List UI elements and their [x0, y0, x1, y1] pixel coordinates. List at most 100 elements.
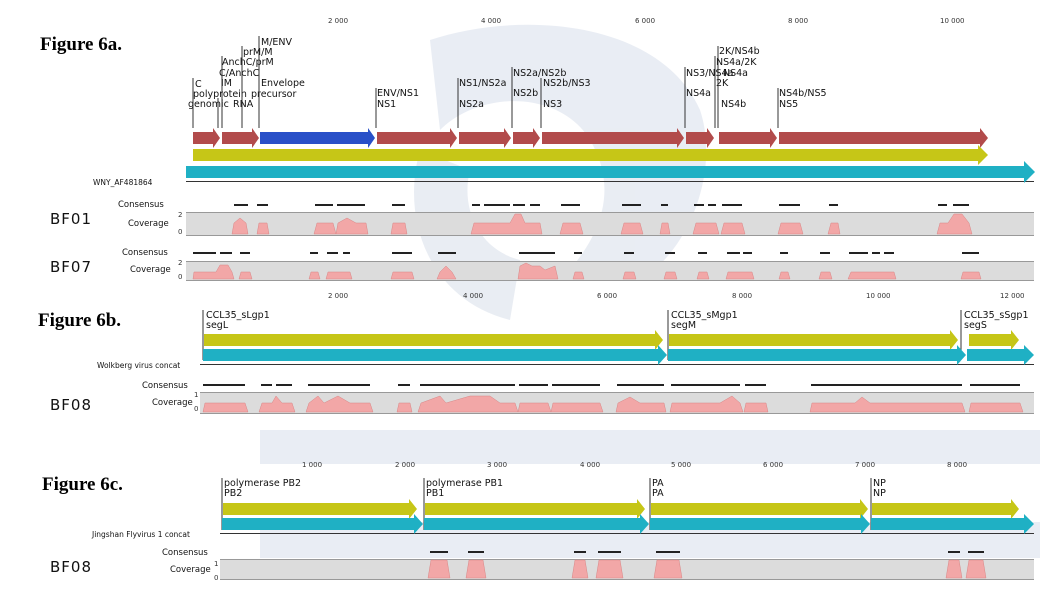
feature-label: NS3 — [543, 99, 563, 110]
segment-arrow-segm — [668, 345, 966, 365]
coverage-peak — [827, 222, 841, 235]
segment-arrow-segl — [203, 345, 667, 365]
coverage-peak — [335, 217, 369, 235]
fig6b-arrows — [203, 330, 1034, 365]
feature-label: AnchC/prM — [222, 57, 274, 68]
segment-arrow-np — [871, 514, 1034, 534]
fig6c-tick: 1 000 — [302, 461, 323, 469]
coverage-peak — [465, 559, 487, 579]
coverage-peak — [809, 396, 966, 413]
coverage-peak — [945, 559, 963, 579]
coverage-peak — [778, 271, 791, 280]
coverage-peak — [559, 222, 584, 235]
fig6b-tick: 6 000 — [597, 292, 618, 300]
feature-label: polymerase PB2 — [224, 478, 302, 489]
coverage-label: Coverage — [152, 398, 193, 408]
fig6a-tick: 8 000 — [788, 17, 809, 25]
polyprotein-arrow — [193, 145, 988, 165]
fig6c-arrows — [222, 499, 1034, 534]
coverage-peak — [620, 222, 644, 235]
feature-label: PA — [652, 478, 664, 489]
feature-label: NS2a/NS2b — [513, 68, 567, 79]
feature-arrow-segl-cds — [204, 330, 663, 350]
coverage-peak — [571, 559, 589, 579]
coverage-peak — [696, 271, 710, 280]
fig6a-tick: 4 000 — [481, 17, 502, 25]
coverage-peak — [669, 395, 744, 413]
fig6c-tick: 8 000 — [947, 461, 968, 469]
sample-label-bf07: BF07 — [50, 258, 93, 276]
fig6c-sequence-line — [220, 533, 1034, 534]
segment-arrow-segs — [967, 345, 1034, 365]
feature-label: Envelope — [261, 78, 305, 89]
feature-arrow-pb1 — [425, 499, 645, 519]
feature-label: ENV/NS1 — [377, 88, 419, 99]
feature-label: C/AnchC — [219, 68, 260, 79]
coverage-peak — [256, 222, 270, 235]
coverage-bf07 — [192, 262, 982, 280]
feature-label: NP — [873, 478, 886, 489]
coverage-axis-max: 2 — [178, 259, 183, 267]
coverage-peak — [725, 271, 755, 280]
feature-label: precursor — [251, 89, 297, 100]
feature-arrow-ns4a — [686, 128, 714, 148]
fig6a-sequence-name: WNY_AF481864 — [93, 178, 153, 187]
feature-arrow-ns3 — [542, 128, 684, 148]
fig6c-tick: 5 000 — [671, 461, 692, 469]
coverage-peak — [308, 271, 321, 280]
feature-label: NS3/NS4a — [686, 68, 734, 79]
feature-label: prM/M — [243, 47, 273, 58]
genome-arrow — [186, 161, 1035, 183]
feature-label: PA — [652, 488, 664, 499]
figure-6a-title: Figure 6a. — [40, 34, 122, 55]
coverage-bf08-6c — [427, 559, 987, 579]
feature-label: polyprotein — [193, 89, 247, 100]
feature-label: segS — [964, 320, 987, 331]
fig6a-tick: 2 000 — [328, 17, 349, 25]
coverage-bf08-6b — [202, 395, 1024, 413]
coverage-peak — [305, 395, 374, 413]
feature-label: C — [195, 79, 202, 90]
fig6a-tick: 6 000 — [635, 17, 656, 25]
feature-label: NP — [873, 488, 886, 499]
sample-label-bf01: BF01 — [50, 210, 93, 228]
feature-arrow-pb2 — [223, 499, 417, 519]
coverage-label: Coverage — [128, 219, 169, 229]
coverage-peak — [470, 213, 543, 235]
coverage-peak — [517, 262, 559, 280]
feature-label: NS1/NS2a — [459, 78, 507, 89]
feature-label: polymerase PB1 — [426, 478, 504, 489]
coverage-peak — [777, 222, 804, 235]
feature-arrow-segm-cds — [669, 330, 958, 350]
segment-arrow-pa — [650, 514, 870, 534]
coverage-peak — [231, 217, 249, 235]
coverage-peak — [202, 402, 249, 413]
coverage-peak — [517, 402, 552, 413]
segment-arrow-pb2 — [222, 514, 423, 534]
fig6c-tick: 6 000 — [763, 461, 784, 469]
coverage-peak — [550, 402, 604, 413]
figure-6b-title: Figure 6b. — [38, 310, 122, 331]
feature-arrow-envelope — [260, 128, 375, 148]
coverage-label: Coverage — [170, 565, 211, 575]
coverage-peak — [622, 271, 637, 280]
consensus-label: Consensus — [162, 548, 208, 558]
coverage-axis-max: 2 — [178, 211, 183, 219]
feature-label: M/ENV — [261, 37, 293, 48]
feature-label: NS2b — [513, 88, 539, 99]
fig6a-arrows — [186, 128, 1035, 183]
consensus-label: Consensus — [122, 248, 168, 258]
coverage-peak — [427, 559, 451, 579]
coverage-axis-min: 0 — [214, 574, 219, 582]
fig6a-leader-lines — [192, 36, 779, 128]
feature-label: NS4b — [721, 99, 747, 110]
fig6a-tick: 10 000 — [940, 17, 965, 25]
consensus-label: Consensus — [118, 200, 164, 210]
coverage-peak — [313, 222, 337, 235]
fig6c-tick: 3 000 — [487, 461, 508, 469]
coverage-track-bf08-6c — [220, 559, 1034, 580]
fig6b-sequence-line — [200, 364, 1034, 365]
coverage-bf01 — [231, 213, 973, 235]
feature-label: IM — [221, 78, 232, 89]
feature-label: NS4a — [686, 88, 712, 99]
